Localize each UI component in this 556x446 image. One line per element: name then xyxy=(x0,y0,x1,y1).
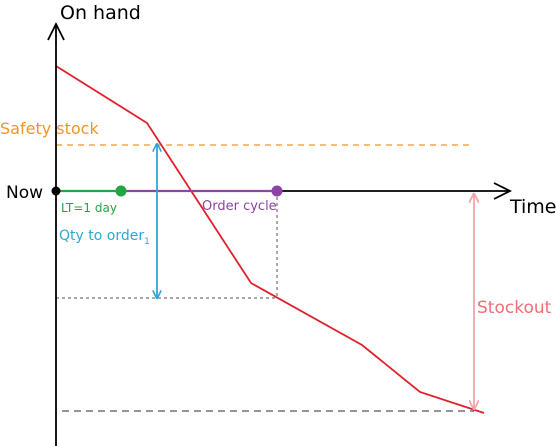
order-cycle-point xyxy=(271,185,283,197)
y-axis-arrowhead xyxy=(47,21,65,41)
order-cycle-label: Order cycle xyxy=(202,199,277,214)
lead-time-point xyxy=(115,185,127,197)
now-point xyxy=(51,186,61,196)
safety-stock-label: Safety stock xyxy=(0,119,99,138)
y-axis-label: On hand xyxy=(60,2,141,24)
x-axis-label: Time xyxy=(509,196,556,218)
qty-to-order-subscript: 1 xyxy=(144,237,150,247)
inventory-level-line xyxy=(55,65,485,414)
qty-to-order-label: Qty to order1 xyxy=(59,228,150,247)
qty-to-order-text: Qty to order xyxy=(59,228,144,244)
x-axis-arrowhead xyxy=(493,182,513,200)
now-label: Now xyxy=(6,183,43,203)
lead-time-label: LT=1 day xyxy=(61,201,117,215)
stockout-label: Stockout xyxy=(477,298,552,318)
